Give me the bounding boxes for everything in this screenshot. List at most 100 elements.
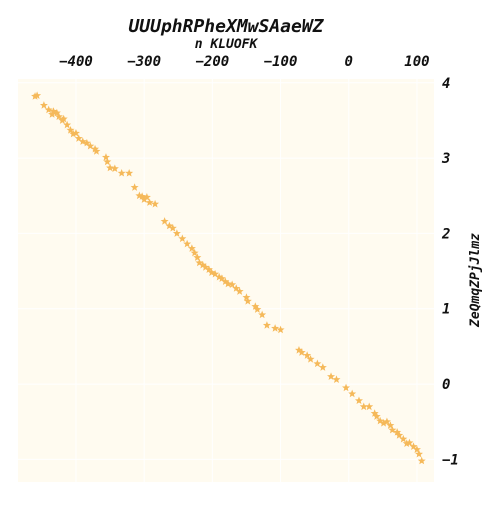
data-point [342,383,351,392]
data-point [224,279,233,288]
data-point [168,223,177,232]
data-point [172,229,181,237]
x-axis-ticks: −400 −300 −200 −100 0 100 [59,54,429,70]
data-point [31,92,40,100]
data-point [386,421,395,429]
data-point [74,134,83,142]
data-point [59,114,68,123]
data-point [103,157,112,166]
y-axis-ticks: 4 3 2 1 0 −1 [441,76,459,469]
data-point [253,305,262,313]
data-point [412,445,421,454]
data-point [78,137,87,145]
data-point [417,456,426,465]
x-tick-label: −200 [196,54,230,70]
data-point [106,163,115,172]
data-point [49,107,58,115]
data-point [348,389,357,398]
data-point [372,412,381,420]
data-point [130,183,139,191]
data-point [204,265,213,273]
data-point [201,263,210,271]
data-point [370,409,379,417]
data-point [262,321,271,329]
data-point [207,268,216,276]
data-point [86,141,95,150]
data-point [187,244,196,252]
x-axis-label: n KLUOFK [195,37,259,52]
data-point [125,168,134,177]
data-point [69,129,78,138]
y-tick-label: 2 [441,226,450,242]
data-point [382,417,391,426]
data-point [242,293,251,301]
y-axis-label: ZeQmqZPjJlmz [468,233,483,328]
x-tick-label: 100 [404,54,429,70]
data-point [365,402,374,411]
data-point [82,138,91,147]
data-point [399,434,408,443]
data-point [138,192,147,200]
data-point [110,164,119,173]
data-point [376,416,385,425]
data-point [198,260,207,269]
data-point [71,129,80,137]
data-point [145,198,154,206]
data-point [165,221,174,230]
y-tick-label: 4 [442,76,450,92]
data-point [379,419,388,427]
x-tick-label: −400 [59,54,93,70]
y-tick-label: −1 [442,452,459,468]
data-point [276,325,285,334]
data-point [117,168,126,177]
data-point [183,239,192,248]
data-point [232,284,241,292]
data-point [151,199,160,208]
data-point [251,302,260,310]
data-point [54,112,63,121]
data-point [215,272,224,281]
grid [18,79,434,482]
data-point [409,442,418,450]
data-point [235,287,244,295]
data-point [303,351,312,359]
y-tick-label: 0 [442,377,450,393]
data-point [217,274,226,283]
data-point [405,438,414,447]
data-point [313,359,322,368]
data-point [52,108,61,117]
data-point [44,105,53,114]
y-tick-label: 1 [442,302,450,318]
y-tick-label: 3 [441,151,450,167]
data-point [92,147,101,155]
data-point [221,277,230,286]
data-point [243,297,252,305]
data-point [190,248,199,257]
data-point [91,144,100,153]
data-point [415,449,423,458]
data-point [359,402,368,411]
data-point [178,234,187,243]
data-point [327,372,336,380]
data-point [258,310,267,319]
data-point [297,348,306,356]
data-point [101,153,110,161]
data-point [140,195,149,203]
data-point [211,269,220,278]
data-point [228,280,237,289]
chart-title: UUUphRPheXMwSAaeWZ [128,16,324,37]
data-point [395,431,404,439]
data-point [142,193,151,201]
data-points [31,91,426,465]
data-point [39,101,48,109]
data-point [393,428,402,436]
data-point [306,355,315,363]
data-point [160,217,169,225]
x-tick-label: −300 [127,54,161,70]
data-point [294,345,303,354]
data-point [332,375,341,383]
data-point [195,258,204,267]
data-point [63,120,72,129]
